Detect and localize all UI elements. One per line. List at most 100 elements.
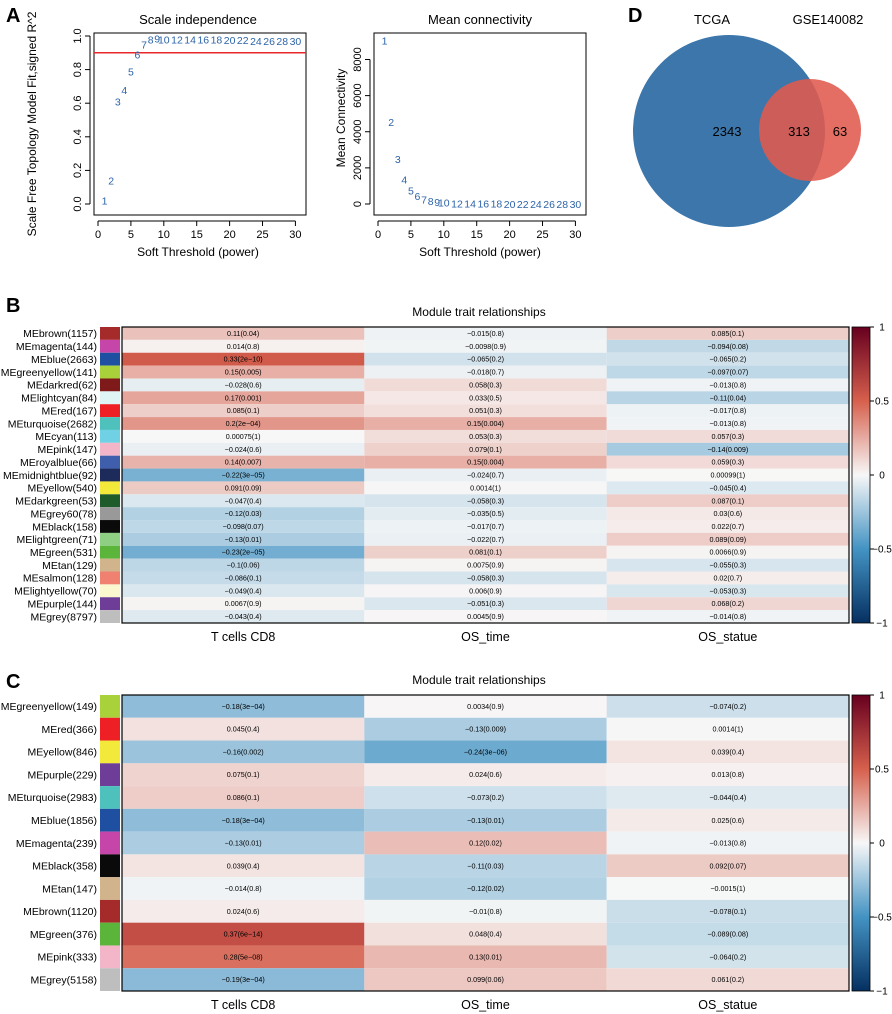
color-legend-label: 0	[879, 471, 885, 482]
module-name-label: MEblack(358)	[32, 861, 97, 873]
heatmap-cell-value: 0.11(0.04)	[227, 329, 259, 338]
heatmap-cell-value: −0.12(0.02)	[467, 884, 504, 893]
heatmap-cell-value: 0.087(0.1)	[711, 496, 744, 505]
heatmap-cell-value: −0.017(0.7)	[467, 522, 504, 531]
heatmap-cell	[606, 945, 849, 969]
heatmap-b-title: Module trait relationships	[412, 305, 545, 319]
scale-independence-y-tick-label: 0.4	[72, 129, 84, 144]
heatmap-cell	[122, 740, 365, 764]
heatmap-cell	[122, 854, 365, 878]
heatmap-cell-value: −0.098(0.07)	[223, 522, 264, 531]
heatmap-cell	[606, 520, 849, 533]
heatmap-cell-value: 0.022(0.7)	[711, 522, 744, 531]
heatmap-cell-value: −0.13(0.01)	[225, 535, 262, 544]
heatmap-b: MEbrown(1157) 0.11(0.04) −0.015(0.8) 0.085(…	[1, 326, 850, 644]
heatmap-frame	[121, 326, 850, 624]
heatmap-cell-value: −0.16(0.002)	[223, 747, 264, 756]
module-name-label: MEturquoise(2983)	[8, 792, 97, 804]
scale-independence-plot: Scale independence 0 5 10 15 20 25 30 0.00.20.…	[25, 11, 307, 259]
heatmap-cell-value: −0.049(0.4)	[225, 586, 262, 595]
color-legend-label: 0	[879, 839, 885, 850]
heatmap-cell-value: 0.00099(1)	[710, 471, 745, 480]
heatmap-cell-value: 0.15(0.005)	[225, 368, 262, 377]
mean-connectivity-point-label: 12	[451, 198, 463, 210]
heatmap-cell	[122, 520, 365, 533]
heatmap-cell-value: 0.068(0.2)	[711, 599, 744, 608]
heatmap-cell	[606, 365, 849, 379]
mean-connectivity-point-label: 26	[543, 199, 555, 211]
heatmap-cell	[364, 378, 607, 392]
heatmap-cell-value: −0.0098(0.9)	[465, 342, 506, 351]
scale-independence-point-label: 12	[171, 34, 183, 46]
heatmap-cell	[364, 532, 607, 546]
module-name-label: MEcyan(113)	[35, 431, 97, 443]
heatmap-cell-value: 0.33(2e−10)	[224, 355, 263, 364]
module-color-swatch	[100, 610, 120, 623]
module-color-swatch	[100, 532, 120, 546]
heatmap-cell	[364, 763, 607, 787]
heatmap-column-label: OS_time	[461, 630, 510, 644]
heatmap-cell	[364, 610, 607, 623]
heatmap-cell	[606, 339, 849, 353]
scale-independence-point-label: 24	[250, 36, 262, 48]
heatmap-cell-value: 0.0014(1)	[470, 483, 501, 492]
heatmap-cell-value: −0.017(0.8)	[709, 406, 746, 415]
venn-circle-tcga	[633, 35, 825, 227]
scale-independence-x-tick-label: 15	[191, 229, 203, 241]
heatmap-cell-value: 0.085(0.1)	[227, 406, 260, 415]
scale-independence-point-label: 14	[184, 34, 196, 46]
heatmap-cell-value: 0.2(2e−04)	[226, 419, 261, 428]
heatmap-cell	[364, 786, 607, 809]
module-color-swatch	[100, 740, 120, 764]
heatmap-cell	[122, 468, 365, 482]
heatmap-cell-value: −0.024(0.7)	[467, 471, 504, 480]
heatmap-cell-value: −0.086(0.1)	[225, 573, 262, 582]
heatmap-cell-value: 0.006(0.9)	[469, 586, 502, 595]
heatmap-cell-value: 0.033(0.5)	[469, 393, 502, 402]
heatmap-cell-value: −0.094(0.08)	[707, 342, 748, 351]
module-color-swatch	[100, 455, 120, 469]
module-name-label: MEtan(147)	[42, 883, 97, 895]
heatmap-cell	[122, 968, 365, 991]
heatmap-cell-value: −0.022(0.7)	[467, 535, 504, 544]
scale-independence-point-label: 9	[154, 34, 160, 46]
mean-connectivity-point-label: 30	[570, 199, 582, 211]
module-color-swatch	[100, 429, 120, 443]
module-color-swatch	[100, 717, 120, 741]
heatmap-cell-value: 0.081(0.1)	[469, 548, 502, 557]
heatmap-cell-value: 0.0067(0.9)	[225, 599, 262, 608]
heatmap-cell	[606, 507, 849, 521]
mean-connectivity-point-label: 24	[530, 199, 542, 211]
mean-connectivity-x-tick-label: 0	[375, 229, 381, 241]
module-name-label: MEmidnightblue(92)	[3, 470, 97, 482]
heatmap-cell	[364, 808, 607, 832]
module-color-swatch	[100, 404, 120, 418]
heatmap-cell	[364, 507, 607, 521]
heatmap-cell-value: 0.045(0.4)	[227, 725, 260, 734]
heatmap-cell-value: 0.02(0.7)	[713, 573, 742, 582]
scale-independence-frame	[93, 32, 307, 216]
heatmap-cell-value: 0.075(0.1)	[227, 770, 260, 779]
mean-connectivity-ylabel: Mean Connectivity	[334, 69, 348, 168]
scale-independence-point-label: 4	[121, 85, 127, 97]
heatmap-cell-value: −0.13(0.01)	[225, 839, 262, 848]
module-name-label: MEtan(129)	[42, 560, 97, 572]
mean-connectivity-point-label: 16	[477, 199, 489, 211]
heatmap-cell-value: −0.078(0.1)	[709, 907, 746, 916]
module-color-swatch	[100, 968, 120, 991]
module-name-label: MEred(167)	[42, 405, 97, 417]
module-name-label: MEyellow(846)	[28, 747, 97, 759]
heatmap-cell	[364, 352, 607, 366]
heatmap-cell	[122, 877, 365, 900]
heatmap-cell-value: 0.37(6e−14)	[224, 930, 263, 939]
heatmap-cell-value: −0.0015(1)	[710, 884, 745, 893]
heatmap-c-title: Module trait relationships	[412, 673, 545, 687]
color-legend-label: −1	[876, 987, 888, 998]
heatmap-cell	[606, 481, 849, 495]
heatmap-cell-value: −0.015(0.8)	[467, 329, 504, 338]
heatmap-cell	[122, 455, 365, 469]
heatmap-cell-value: 0.0045(0.9)	[467, 612, 504, 621]
module-name-label: MEpurple(229)	[28, 769, 97, 781]
heatmap-frame	[121, 694, 850, 992]
